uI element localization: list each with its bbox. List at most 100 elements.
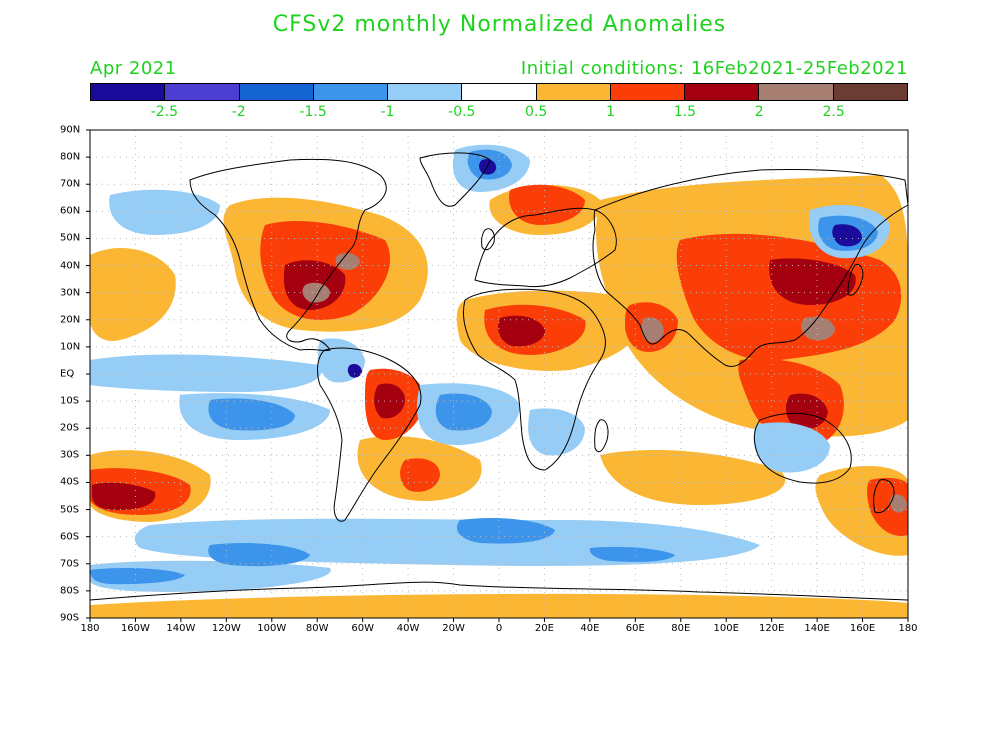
colorbar-label: -2 bbox=[231, 104, 246, 120]
colorbar-bin bbox=[536, 84, 611, 100]
lon-label: 160E bbox=[849, 623, 876, 634]
chart-title: CFSv2 monthly Normalized Anomalies bbox=[272, 12, 727, 37]
lat-label: 10S bbox=[60, 395, 80, 407]
initial-conditions: Initial conditions: 16Feb2021-25Feb2021 bbox=[520, 58, 908, 79]
coast-uk bbox=[481, 228, 495, 251]
axis-ticks bbox=[86, 129, 909, 622]
colorbar-label: 2 bbox=[754, 104, 764, 120]
coast-south-america bbox=[317, 347, 422, 522]
colorbar-bin bbox=[833, 84, 907, 100]
coastlines bbox=[89, 152, 909, 601]
lat-label: 30N bbox=[60, 287, 81, 299]
lon-label: 20E bbox=[534, 623, 554, 634]
cold-patch-amundsen bbox=[208, 543, 310, 567]
lon-label: 120W bbox=[211, 623, 241, 634]
extreme-patch-ne-us bbox=[335, 252, 360, 270]
coast-greenland bbox=[419, 152, 491, 207]
colorbar-label: -1.5 bbox=[299, 104, 327, 120]
coast-japan bbox=[847, 263, 864, 296]
lon-label: 180 bbox=[898, 623, 918, 634]
cold-patch-south-atlantic bbox=[435, 393, 492, 431]
extreme-patch-east-asia bbox=[801, 316, 835, 341]
lat-label: 60N bbox=[60, 205, 81, 217]
lat-label: 10N bbox=[60, 341, 81, 353]
lat-label: 60S bbox=[60, 531, 80, 543]
very-cold-patch-amazon bbox=[347, 363, 362, 378]
lat-label: 50S bbox=[60, 504, 80, 516]
colorbar-bin bbox=[165, 84, 240, 100]
lon-label: 180 bbox=[80, 623, 100, 634]
colorbar-label: -2.5 bbox=[150, 104, 179, 120]
lat-label: 40N bbox=[60, 260, 81, 272]
coast-australia bbox=[753, 412, 852, 484]
lon-label: 140E bbox=[804, 623, 830, 634]
very-hot-patch-sahel bbox=[498, 315, 545, 347]
coast-antarctica bbox=[89, 581, 909, 601]
coast-europe bbox=[474, 207, 617, 288]
cool-patch-pacific-eq bbox=[90, 354, 322, 392]
colorbar bbox=[90, 83, 908, 101]
lat-label: 70S bbox=[60, 558, 80, 570]
lat-label: 80N bbox=[60, 151, 81, 163]
lat-label: 20N bbox=[60, 314, 81, 326]
very-hot-patch-se-pacific bbox=[92, 482, 156, 510]
lon-label: 120E bbox=[758, 623, 785, 634]
lat-label: EQ bbox=[60, 368, 75, 380]
extreme-patch-india bbox=[641, 317, 664, 343]
coast-asia bbox=[592, 168, 909, 367]
colorbar-label: 2.5 bbox=[822, 104, 845, 120]
warm-patch-south-indian bbox=[600, 450, 786, 505]
hot-patch-south-atlantic bbox=[400, 458, 440, 492]
lon-label: 60E bbox=[625, 623, 645, 634]
lon-label: 140W bbox=[166, 623, 196, 634]
warm-patch-antarctic-rim bbox=[90, 593, 908, 618]
very-hot-patch-indonesia bbox=[785, 393, 828, 430]
colorbar-bin bbox=[313, 84, 389, 100]
colorbar-label: -0.5 bbox=[448, 104, 476, 120]
lat-label: 40S bbox=[60, 476, 80, 488]
lat-label: 90S bbox=[60, 612, 80, 624]
lon-label: 160W bbox=[120, 623, 150, 634]
extreme-patch-nz bbox=[890, 494, 907, 513]
lat-label: 90N bbox=[60, 124, 81, 136]
coast-africa bbox=[463, 288, 606, 471]
very-hot-patch-brazil bbox=[374, 383, 405, 419]
cool-patch-australia bbox=[753, 422, 830, 473]
lon-label: 100E bbox=[713, 623, 739, 634]
cold-patch-bellingshausen bbox=[90, 567, 185, 585]
coast-madagascar bbox=[594, 419, 609, 453]
cool-patch-madagascar bbox=[528, 408, 585, 456]
lat-label: 50N bbox=[60, 232, 81, 244]
lon-label: 40W bbox=[396, 623, 420, 634]
cold-patch-south-pacific bbox=[208, 398, 295, 431]
lon-label: 20W bbox=[442, 623, 465, 634]
lon-label: 0 bbox=[495, 623, 503, 634]
very-cold-patch-kamchatka bbox=[832, 224, 862, 247]
cold-patch-indian-sector bbox=[589, 546, 675, 562]
colorbar-bin bbox=[239, 84, 314, 100]
cool-patch-ross-sea bbox=[90, 560, 331, 592]
extreme-patch-us bbox=[302, 282, 330, 303]
forecast-month: Apr 2021 bbox=[90, 58, 177, 79]
coast-new-zealand bbox=[873, 479, 895, 514]
lat-label: 70N bbox=[60, 178, 81, 190]
colorbar-label: 0.5 bbox=[525, 104, 548, 120]
colorbar-bin bbox=[610, 84, 686, 100]
colorbar-bin bbox=[462, 84, 537, 100]
lon-label: 80W bbox=[305, 623, 329, 634]
lon-label: 60W bbox=[351, 623, 374, 634]
colorbar-bin bbox=[685, 84, 760, 100]
colorbar-bin bbox=[388, 84, 463, 100]
lat-label: 20S bbox=[60, 422, 80, 434]
colorbar-bin bbox=[759, 84, 834, 100]
colorbar-bin bbox=[91, 84, 166, 100]
lat-label: 80S bbox=[60, 585, 80, 597]
colorbar-label: 1 bbox=[606, 104, 615, 120]
coast-north-america bbox=[189, 158, 387, 352]
lon-label: 80E bbox=[671, 623, 691, 634]
colorbar-label: 1.5 bbox=[673, 104, 697, 120]
colorbar-label: -1 bbox=[380, 104, 395, 120]
cool-patch-ne-pacific bbox=[109, 189, 220, 235]
lon-label: 40E bbox=[580, 623, 600, 634]
